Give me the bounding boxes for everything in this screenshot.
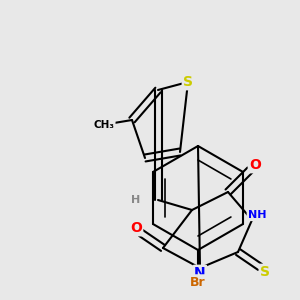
Text: H: H [131,195,141,205]
Text: NH: NH [248,210,266,220]
Text: N: N [194,266,206,280]
Text: Br: Br [190,275,206,289]
Text: O: O [249,158,261,172]
Text: S: S [183,75,193,89]
Text: CH₃: CH₃ [94,120,115,130]
Text: S: S [260,265,270,279]
Text: O: O [130,221,142,235]
